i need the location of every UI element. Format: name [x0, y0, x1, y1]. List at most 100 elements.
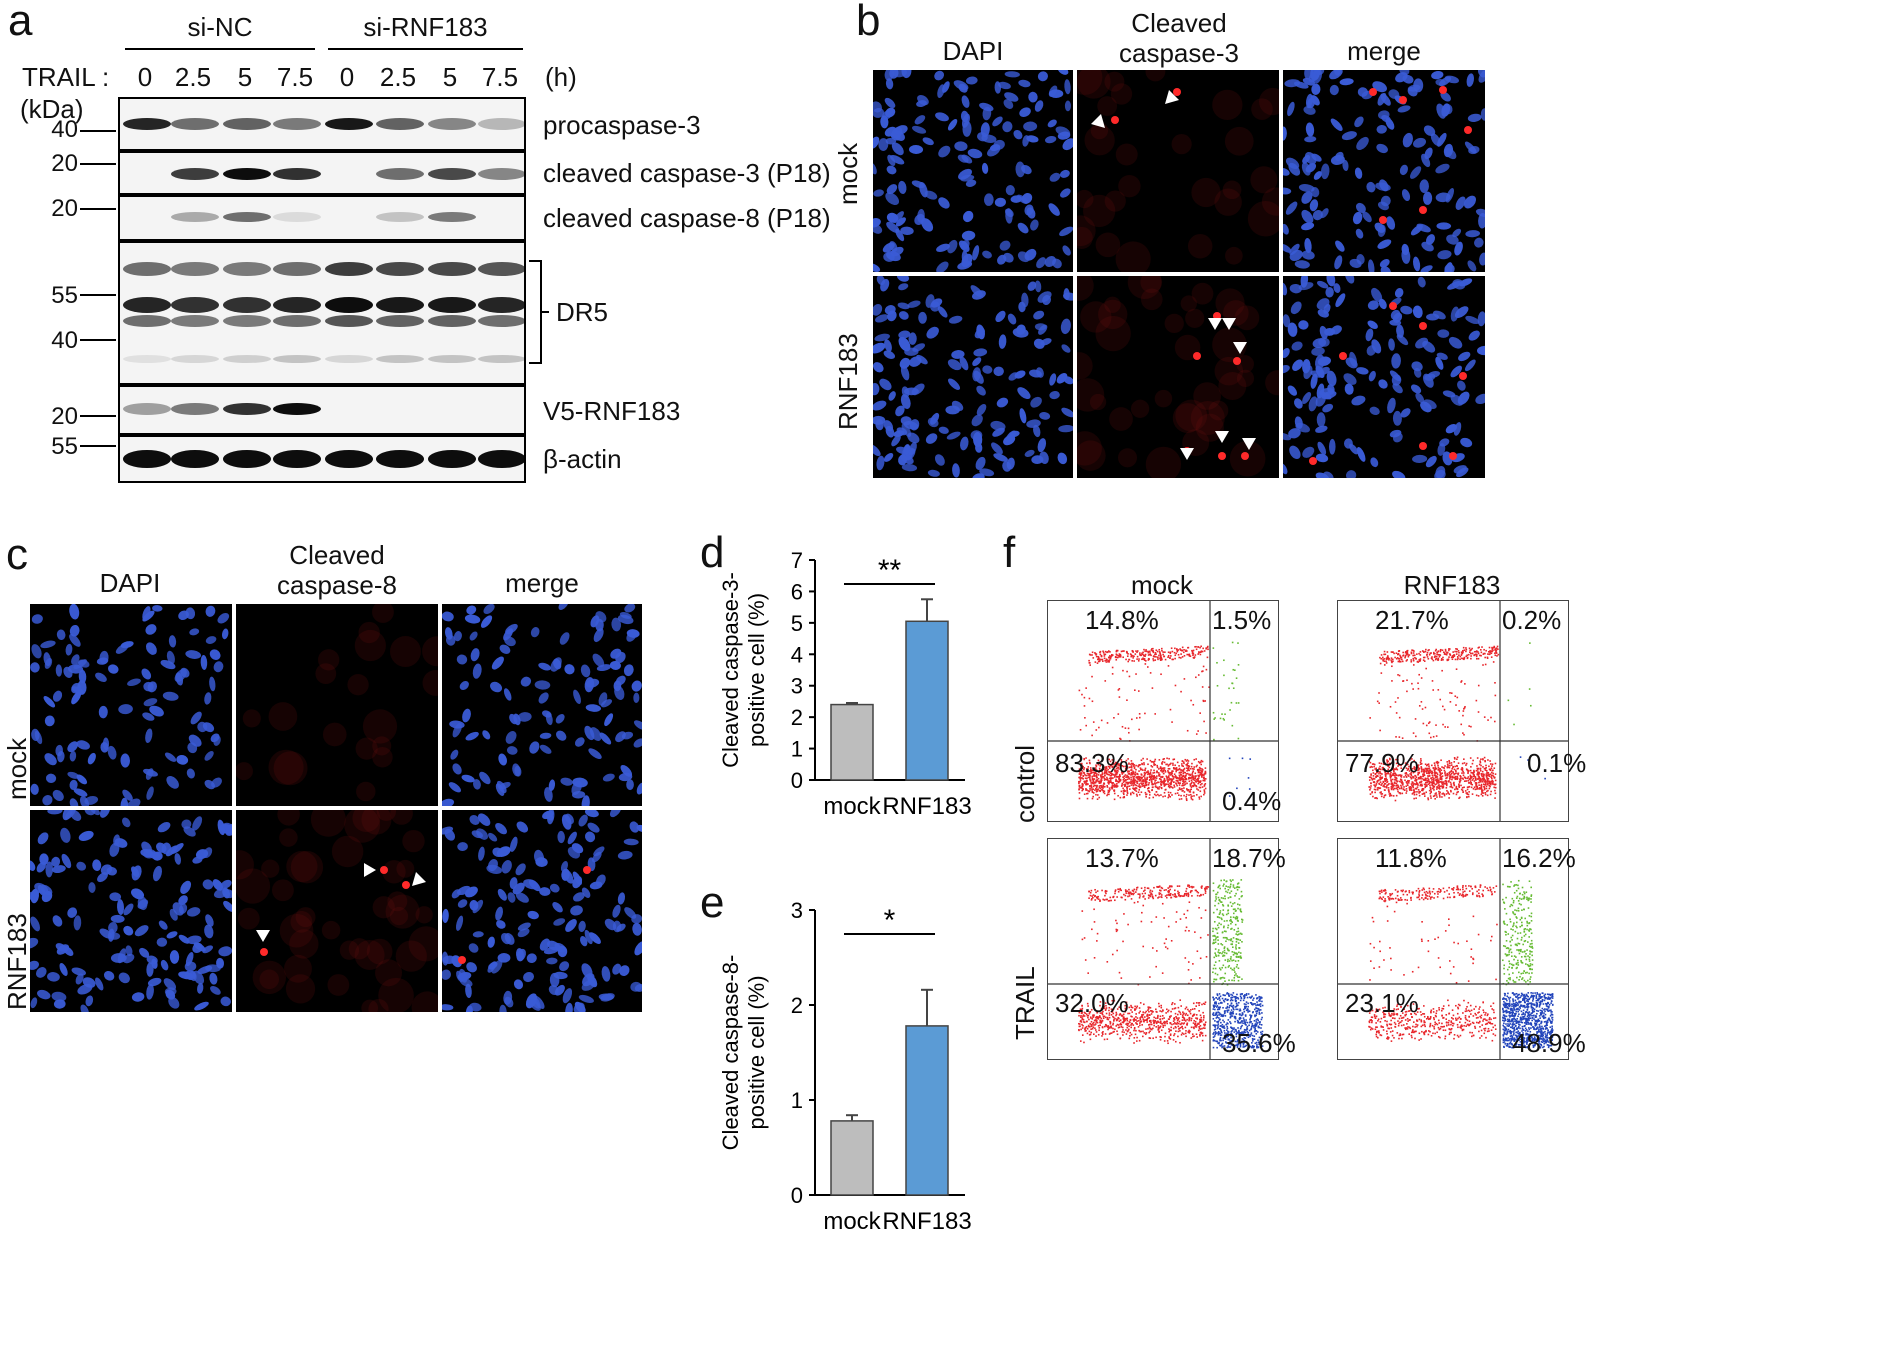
event-dot	[1415, 776, 1418, 779]
nucleus	[873, 223, 883, 234]
event-dot	[1475, 783, 1477, 786]
event-dot	[1115, 771, 1118, 774]
event-dot	[1110, 655, 1113, 657]
nucleus	[109, 892, 122, 902]
event-dot	[1405, 785, 1408, 787]
nucleus	[1387, 397, 1396, 414]
event-dot	[1113, 762, 1115, 765]
nucleus	[1389, 370, 1401, 382]
nucleus	[65, 643, 73, 656]
event-dot	[1127, 660, 1130, 663]
event-dot	[1087, 1024, 1090, 1027]
event-dot	[1085, 779, 1088, 782]
event-dot	[1473, 650, 1476, 653]
event-dot	[1141, 652, 1143, 655]
event-dot	[1143, 648, 1145, 651]
event-dot	[1484, 779, 1487, 782]
event-dot	[1485, 764, 1487, 767]
event-dot	[1080, 1009, 1083, 1011]
event-dot	[1461, 657, 1463, 660]
event-dot	[1097, 1018, 1100, 1020]
event-dot	[1132, 780, 1134, 782]
nucleus	[546, 940, 561, 951]
event-dot	[1148, 650, 1150, 653]
event-dot	[1130, 1024, 1132, 1026]
event-dot	[1183, 781, 1185, 784]
nucleus	[170, 843, 184, 854]
event-dot	[1401, 792, 1404, 795]
event-dot	[1381, 766, 1384, 769]
event-dot	[1154, 758, 1157, 761]
blot-band	[376, 262, 424, 276]
event-dot	[1134, 1033, 1137, 1036]
nucleus	[1402, 132, 1413, 148]
event-dot	[1465, 792, 1468, 794]
event-dot	[1490, 783, 1492, 786]
event-dot	[1138, 1007, 1141, 1009]
nucleus	[1426, 313, 1440, 321]
event-dot	[1453, 784, 1456, 787]
event-dot	[1420, 789, 1423, 792]
event-dot	[1143, 659, 1146, 661]
event-dot	[1436, 796, 1438, 798]
event-dot	[1144, 791, 1147, 794]
event-dot	[1369, 793, 1372, 795]
event-dot	[1439, 774, 1441, 776]
event-dot	[1470, 652, 1472, 655]
nucleus	[999, 240, 1011, 251]
nucleus	[1325, 286, 1334, 298]
event-dot	[1374, 788, 1377, 791]
event-dot	[1170, 782, 1172, 784]
event-dot	[1373, 781, 1376, 784]
event-dot	[1105, 771, 1108, 773]
cytoplasm-signal	[1145, 70, 1166, 82]
event-dot	[1460, 653, 1463, 655]
nucleus	[162, 691, 179, 701]
event-dot	[1155, 653, 1157, 656]
event-dot	[1176, 769, 1179, 771]
event-dot	[1425, 648, 1427, 651]
event-dot	[1152, 776, 1155, 779]
event-dot	[1142, 779, 1144, 781]
col-label-caspase-8: caspase-8	[277, 570, 397, 600]
event-dot	[1470, 655, 1472, 657]
event-dot	[1187, 767, 1190, 770]
event-dot	[1167, 665, 1170, 667]
event-dot	[1418, 659, 1421, 661]
event-dot	[1158, 788, 1160, 790]
event-dot	[1163, 655, 1165, 658]
event-dot	[1440, 648, 1442, 651]
nucleus	[1465, 230, 1481, 238]
event-dot	[1492, 774, 1494, 777]
event-dot	[1485, 780, 1487, 783]
event-dot	[1099, 1001, 1102, 1003]
nucleus	[1298, 282, 1314, 291]
event-dot	[1107, 656, 1110, 659]
event-dot	[1095, 1016, 1097, 1019]
nucleus	[1335, 240, 1345, 252]
event-dot	[1122, 1017, 1125, 1020]
event-dot	[1208, 686, 1210, 688]
nucleus	[873, 189, 884, 197]
time-unit: (h)	[545, 62, 577, 92]
nucleus	[938, 197, 950, 209]
event-dot	[1452, 772, 1454, 774]
event-dot	[1189, 776, 1191, 779]
event-dot	[1374, 768, 1376, 770]
event-dot	[1372, 781, 1375, 783]
event-dot	[1191, 773, 1193, 775]
cytoplasm-signal	[372, 746, 393, 768]
nucleus	[1327, 384, 1335, 395]
nucleus	[1049, 373, 1057, 386]
event-dot	[1206, 646, 1209, 649]
event-dot	[1128, 778, 1130, 780]
event-dot	[1129, 782, 1132, 784]
event-dot	[1419, 651, 1422, 653]
event-dot	[1173, 781, 1175, 783]
blot-band	[273, 355, 321, 363]
event-dot	[1094, 661, 1097, 663]
event-dot	[1152, 1037, 1154, 1040]
event-dot	[1142, 651, 1144, 654]
nucleus	[166, 931, 178, 939]
event-dot	[1193, 777, 1195, 780]
